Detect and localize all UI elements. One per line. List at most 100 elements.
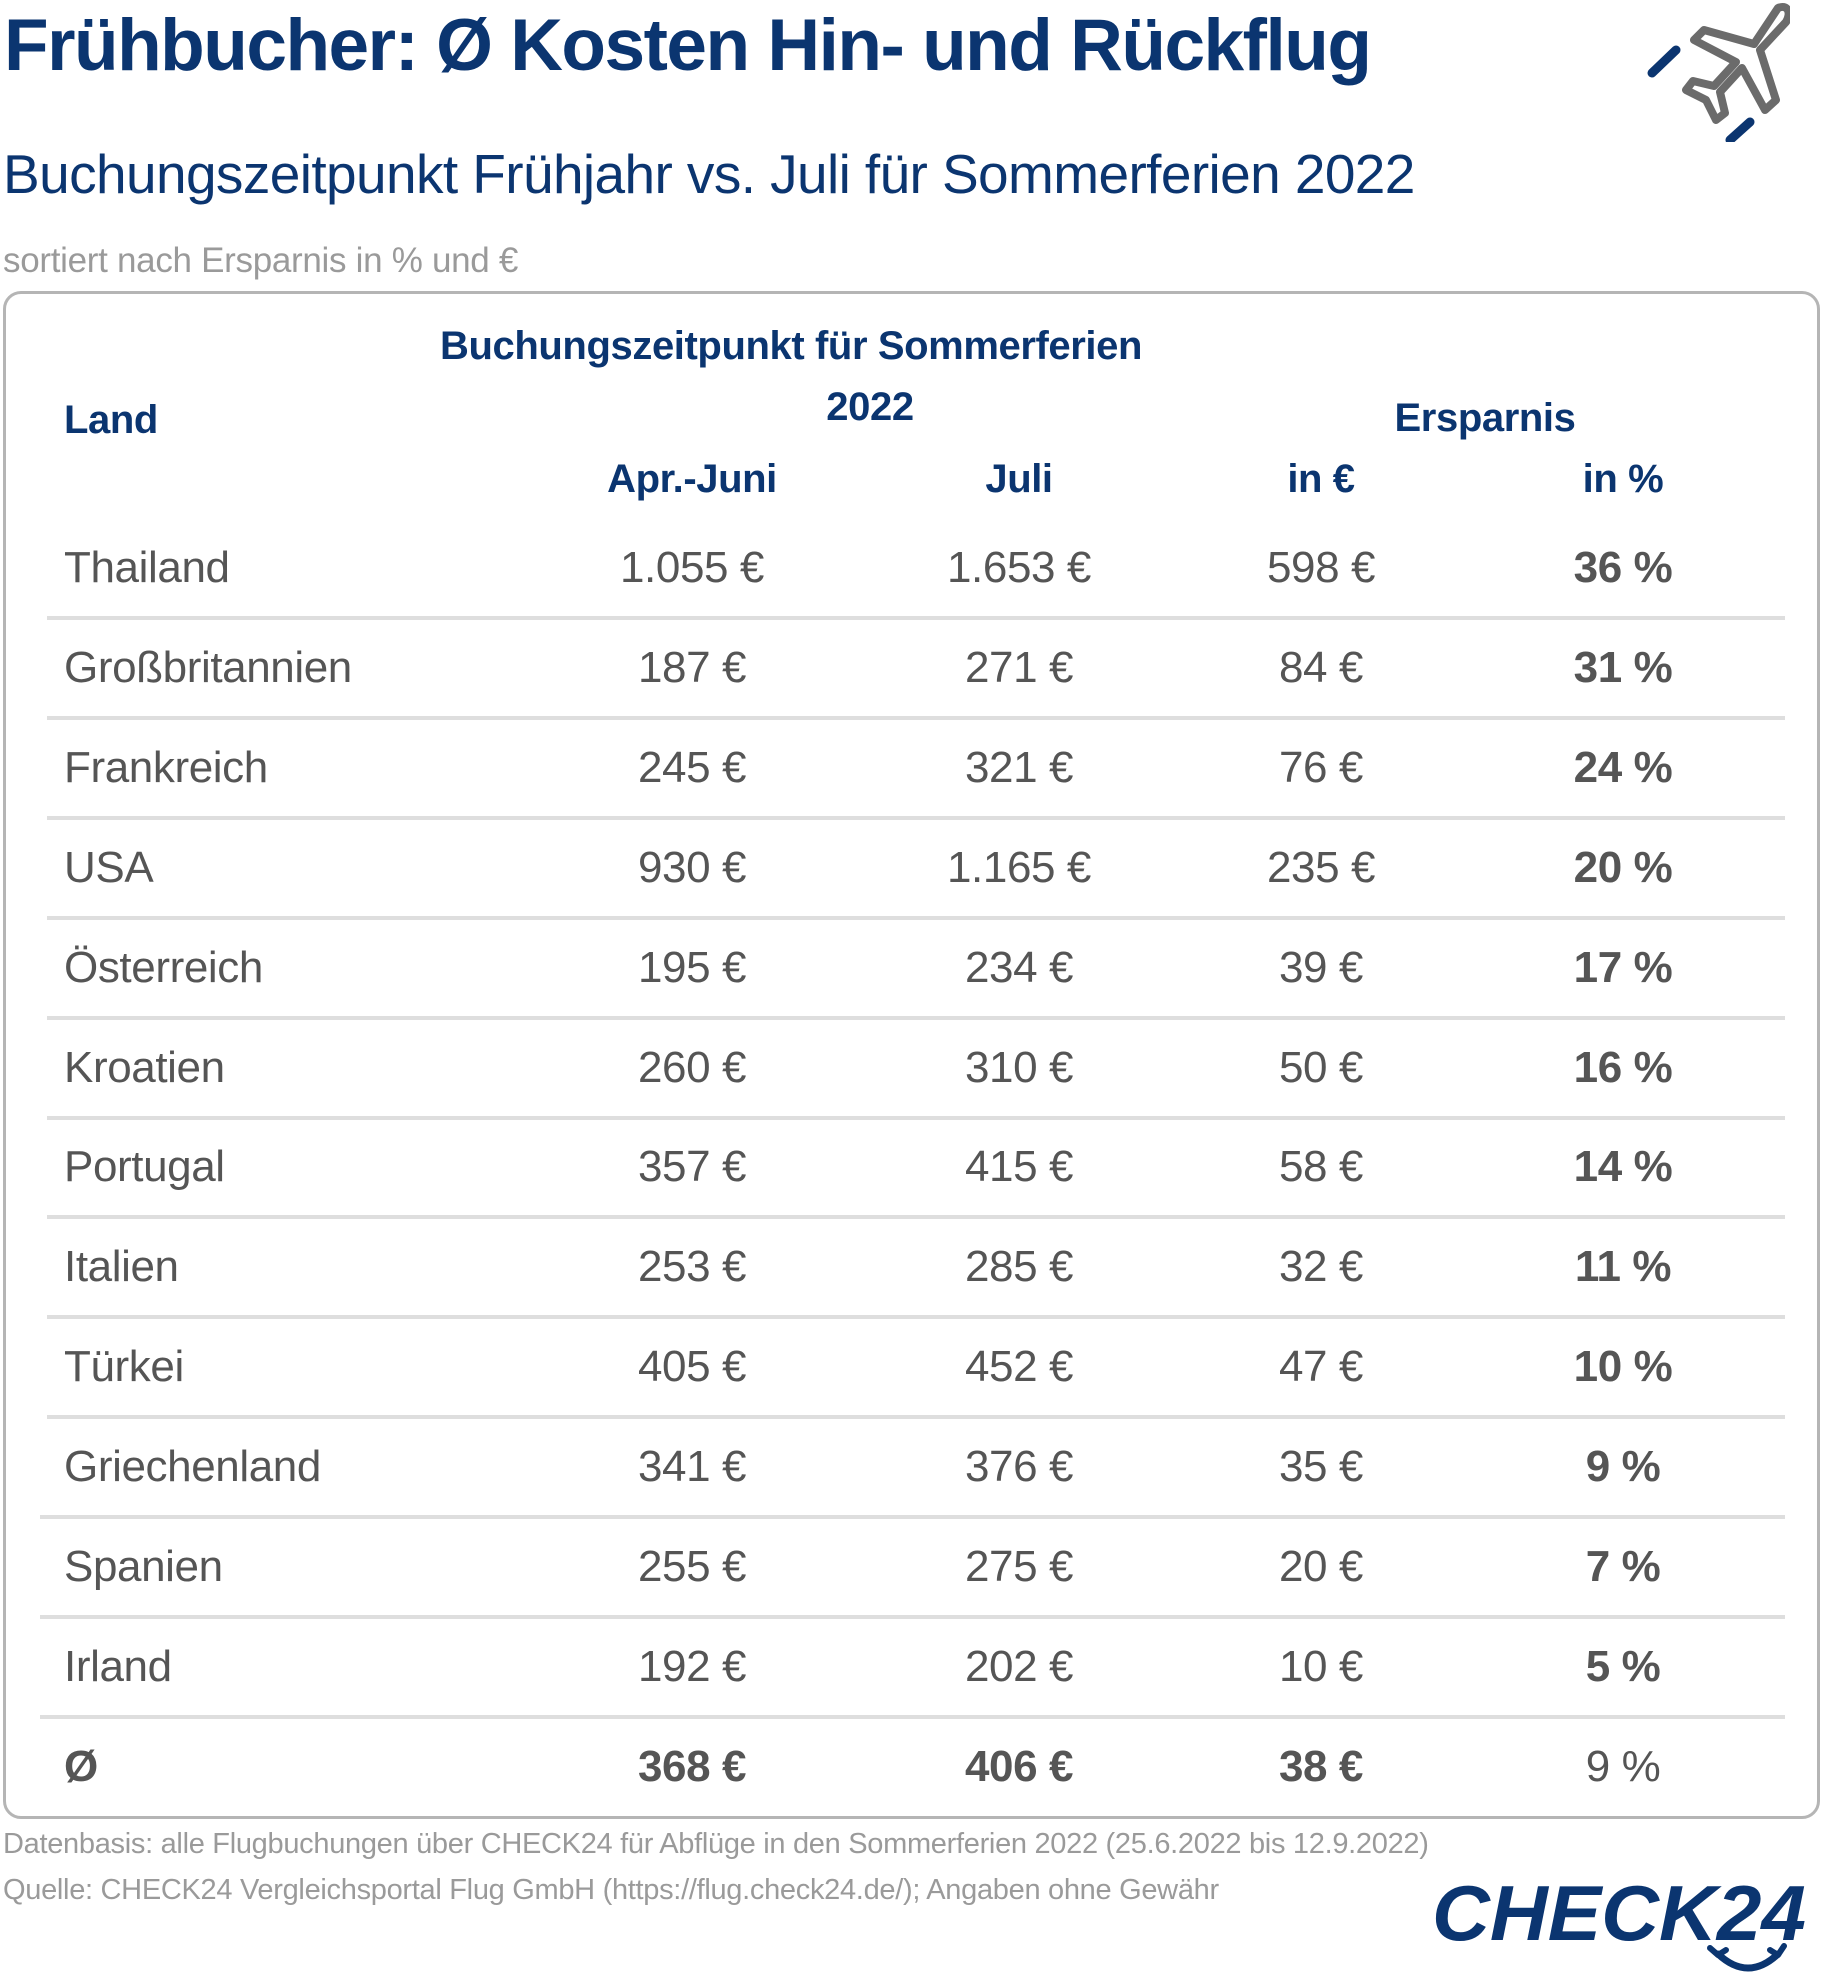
cell-land: Thailand xyxy=(64,543,230,592)
cell-apr-juni: 357 € xyxy=(637,1142,747,1191)
cell-savings-eur: 38 € xyxy=(1278,1742,1364,1791)
cell-land: Frankreich xyxy=(64,743,268,792)
footer-data-basis: Datenbasis: alle Flugbuchungen über CHEC… xyxy=(3,1828,1429,1860)
cell-average-symbol: Ø xyxy=(64,1742,98,1791)
cell-savings-eur: 84 € xyxy=(1278,643,1364,692)
cell-juli: 310 € xyxy=(964,1043,1074,1092)
cell-savings-pct: 9 % xyxy=(1585,1742,1661,1791)
cell-savings-eur: 39 € xyxy=(1278,943,1364,992)
cell-juli: 1.165 € xyxy=(946,843,1091,892)
cell-savings-pct: 11 % xyxy=(1574,1242,1672,1291)
header-savings-eur: in € xyxy=(1287,457,1355,501)
row-separator xyxy=(47,716,1785,720)
cell-land: Portugal xyxy=(64,1142,225,1191)
cell-apr-juni: 195 € xyxy=(637,943,747,992)
speed-line-left xyxy=(1647,45,1681,78)
cell-savings-pct: 9 % xyxy=(1585,1442,1661,1491)
cell-savings-pct: 16 % xyxy=(1573,1043,1673,1092)
row-separator xyxy=(47,816,1785,820)
cell-savings-eur: 20 € xyxy=(1278,1542,1364,1591)
cell-savings-eur: 76 € xyxy=(1278,743,1364,792)
cell-savings-eur: 50 € xyxy=(1278,1043,1364,1092)
table-container xyxy=(3,291,1820,1819)
row-separator xyxy=(47,1016,1785,1020)
cell-savings-eur: 235 € xyxy=(1266,843,1376,892)
cell-savings-eur: 32 € xyxy=(1278,1242,1364,1291)
cell-juli: 275 € xyxy=(964,1542,1074,1591)
header-juli: Juli xyxy=(985,457,1053,501)
cell-savings-eur: 47 € xyxy=(1278,1342,1364,1391)
cell-apr-juni: 341 € xyxy=(637,1442,747,1491)
header-savings-pct: in % xyxy=(1582,457,1664,501)
page-title: Frühbucher: Ø Kosten Hin- und Rückflug xyxy=(4,5,1372,86)
cell-savings-pct: 36 % xyxy=(1573,543,1673,592)
cell-land: Kroatien xyxy=(64,1043,225,1092)
row-separator xyxy=(40,1715,1785,1719)
row-separator xyxy=(47,916,1785,920)
cell-apr-juni: 253 € xyxy=(637,1242,747,1291)
cell-juli: 406 € xyxy=(964,1742,1074,1791)
header-savings: Ersparnis xyxy=(1394,396,1576,440)
cell-land: Spanien xyxy=(64,1542,223,1591)
header-land: Land xyxy=(64,398,158,442)
cell-apr-juni: 260 € xyxy=(637,1043,747,1092)
cell-savings-pct: 17 % xyxy=(1573,943,1673,992)
cell-land: Österreich xyxy=(64,943,263,992)
cell-apr-juni: 930 € xyxy=(637,843,747,892)
row-separator xyxy=(47,1215,1785,1219)
cell-juli: 285 € xyxy=(964,1242,1074,1291)
check24-logo-arrow-left xyxy=(1707,1945,1729,1958)
cell-juli: 202 € xyxy=(964,1642,1074,1691)
cell-juli: 234 € xyxy=(964,943,1074,992)
cell-apr-juni: 368 € xyxy=(637,1742,747,1791)
cell-savings-eur: 35 € xyxy=(1278,1442,1364,1491)
row-separator xyxy=(47,616,1785,620)
check24-logo: CHECK24 xyxy=(1432,1874,1806,1972)
cell-savings-eur: 10 € xyxy=(1278,1642,1364,1691)
cell-savings-pct: 31 % xyxy=(1573,643,1673,692)
cell-savings-pct: 7 % xyxy=(1585,1542,1661,1591)
cell-juli: 1.653 € xyxy=(946,543,1091,592)
cell-savings-pct: 10 % xyxy=(1573,1342,1673,1391)
row-separator xyxy=(40,1615,1785,1619)
airplane-outline xyxy=(1682,3,1790,124)
cell-savings-pct: 14 % xyxy=(1573,1142,1673,1191)
sort-note: sortiert nach Ersparnis in % und € xyxy=(3,241,519,280)
cell-apr-juni: 187 € xyxy=(637,643,747,692)
cell-apr-juni: 192 € xyxy=(637,1642,747,1691)
cell-juli: 271 € xyxy=(964,643,1074,692)
row-separator xyxy=(47,1315,1785,1319)
speed-line-bottom xyxy=(1725,117,1755,142)
header-apr-juni: Apr.-Juni xyxy=(607,457,777,501)
cell-apr-juni: 405 € xyxy=(637,1342,747,1391)
footer-source: Quelle: CHECK24 Vergleichsportal Flug Gm… xyxy=(3,1874,1219,1906)
cell-savings-pct: 24 % xyxy=(1573,743,1673,792)
cell-land: Türkei xyxy=(64,1342,184,1391)
check24-logo-text: CHECK24 xyxy=(1432,1874,1806,1957)
header-booking-period: Buchungszeitpunkt für Sommerferien xyxy=(440,324,1143,368)
cell-savings-eur: 598 € xyxy=(1266,543,1376,592)
cell-apr-juni: 255 € xyxy=(637,1542,747,1591)
check24-logo-arrow-right xyxy=(1767,1943,1787,1958)
cell-land: Italien xyxy=(64,1242,179,1291)
row-separator xyxy=(47,1116,1785,1120)
cell-savings-eur: 58 € xyxy=(1278,1142,1364,1191)
cell-juli: 415 € xyxy=(964,1142,1074,1191)
cell-juli: 452 € xyxy=(964,1342,1074,1391)
row-separator xyxy=(47,1415,1785,1419)
cell-juli: 376 € xyxy=(964,1442,1074,1491)
row-separator xyxy=(40,1515,1785,1519)
cell-apr-juni: 1.055 € xyxy=(619,543,764,592)
page-subtitle: Buchungszeitpunkt Frühjahr vs. Juli für … xyxy=(3,143,1415,205)
cell-land: USA xyxy=(64,843,154,892)
cell-juli: 321 € xyxy=(964,743,1074,792)
cell-land: Großbritannien xyxy=(64,643,352,692)
header-booking-year: 2022 xyxy=(826,385,914,429)
cell-apr-juni: 245 € xyxy=(637,743,747,792)
cell-savings-pct: 20 % xyxy=(1573,843,1673,892)
cell-savings-pct: 5 % xyxy=(1585,1642,1661,1691)
cell-land: Irland xyxy=(64,1642,172,1691)
check24-logo-smile xyxy=(1714,1950,1782,1972)
cell-land: Griechenland xyxy=(64,1442,321,1491)
airplane-icon xyxy=(1647,3,1790,142)
